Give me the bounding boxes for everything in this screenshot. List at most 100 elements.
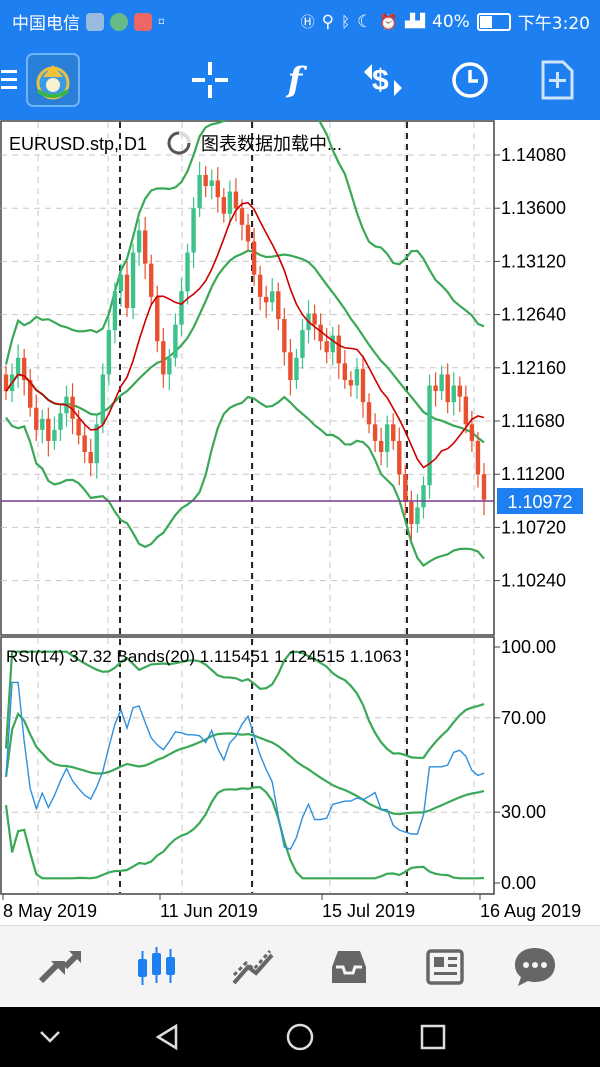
rsi-series [5, 681, 485, 851]
hd-icon: Ⓗ [300, 14, 315, 31]
candle-body [475, 440, 481, 475]
down-icon[interactable] [10, 1007, 90, 1067]
price-tick-label: 1.11680 [501, 411, 565, 431]
candle-body [15, 357, 21, 375]
candle-body [100, 374, 106, 425]
price-tick-label: 1.14080 [501, 145, 566, 165]
candle-body [330, 335, 335, 353]
candle-body [106, 330, 112, 375]
price-chart-svg[interactable]: 1.10972 1.14080 1.13600 1.13120 1.12640 1.12… [0, 103, 600, 925]
candle-body [312, 313, 317, 325]
candle-body [185, 252, 190, 292]
candle-body [282, 319, 287, 353]
candle-body [257, 274, 263, 297]
candle-body [276, 291, 281, 320]
app-notification-icon [86, 12, 104, 31]
candle-body [58, 413, 63, 430]
rsi-tick-label: 70.00 [501, 708, 546, 728]
candle-body [82, 435, 87, 453]
candle-body [76, 418, 81, 436]
bluetooth-icon: ᛒ [341, 12, 351, 31]
candle-body [294, 357, 299, 380]
candle-body [179, 291, 184, 325]
candle-body [372, 424, 378, 441]
svg-text:$: $ [372, 64, 389, 97]
candle-body [130, 252, 136, 308]
app-logo[interactable] [26, 40, 80, 120]
news-icon[interactable] [405, 926, 485, 1008]
moving-average [5, 201, 485, 469]
candle-body [245, 224, 251, 242]
candle-body [251, 241, 257, 275]
chart-icon[interactable] [117, 926, 197, 1008]
candle-body [28, 379, 33, 408]
bottom-navigation [0, 925, 600, 1008]
new-order-icon[interactable] [527, 40, 587, 120]
candle-body [324, 341, 329, 353]
clock-icon[interactable] [440, 40, 500, 120]
candle-body [378, 440, 384, 453]
candle-body [167, 357, 172, 375]
candle-body [136, 230, 142, 253]
app-notification-icon-2 [110, 12, 128, 31]
price-tick-label: 1.13600 [501, 198, 566, 218]
candle-body [457, 385, 462, 397]
recents-icon[interactable] [393, 1007, 473, 1067]
menu-icon[interactable] [0, 40, 20, 120]
status-left: 中国电信 ▫ [12, 9, 165, 34]
candle-body [415, 507, 420, 525]
candle-body [263, 296, 269, 303]
carrier-label: 中国电信 [12, 14, 80, 34]
candle-body [451, 385, 456, 403]
rsi-tick-label: 0.00 [501, 873, 536, 893]
rsi-upper-band [4, 650, 485, 759]
candle-body [463, 396, 469, 425]
top-toolbar: f $ [0, 40, 600, 120]
date-axis: 8 May 2019 11 Jun 2019 15 Jul 2019 16 Aug 2… [2, 894, 581, 921]
candle-body [21, 357, 27, 380]
chart-area[interactable]: 1.10972 1.14080 1.13600 1.13120 1.12640 1.12… [0, 103, 600, 925]
date-label: 16 Aug 2019 [480, 901, 581, 921]
candle-body [445, 374, 450, 403]
moon-icon: ☾ [357, 11, 373, 32]
current-price-badge [497, 488, 583, 514]
date-label: 11 Jun 2019 [160, 901, 258, 921]
candlesticks [3, 161, 487, 540]
rsi-tick-label: 30.00 [501, 802, 546, 822]
trade-icon[interactable] [213, 926, 293, 1008]
sim-icon: ▫ [158, 16, 165, 27]
status-right: Ⓗ ⚲ ᛒ ☾ ⏰ ▟▟ 40% 下午3:20 [300, 9, 590, 35]
chat-icon[interactable] [495, 926, 575, 1008]
date-label: 8 May 2019 [3, 901, 97, 921]
indicator-f-icon[interactable]: f [287, 60, 303, 100]
back-icon[interactable] [127, 1007, 207, 1067]
candle-body [46, 418, 51, 441]
candle-body [360, 368, 366, 403]
candle-body [112, 291, 118, 331]
crosshair-icon[interactable] [180, 40, 240, 120]
price-tick-label: 1.12640 [501, 305, 566, 325]
candle-body [421, 485, 426, 508]
candle-body [191, 208, 196, 253]
candle-body [391, 424, 396, 441]
candle-body [354, 368, 360, 386]
rsi-bands [4, 650, 485, 880]
battery-percent: 40% [432, 11, 470, 32]
main-grid [1, 122, 494, 634]
loading-spinner-arc [178, 131, 191, 144]
rsi-tick-label: 100.00 [501, 637, 556, 657]
home-icon[interactable] [260, 1007, 340, 1067]
app-notification-icon-3 [134, 12, 152, 31]
candle-body [94, 424, 99, 464]
trade-dollar-icon[interactable]: $ [350, 40, 416, 120]
symbol-label: EURUSD.stp, D1 [9, 134, 147, 154]
signal-icon: ▟▟ [405, 14, 426, 29]
history-icon[interactable] [309, 926, 389, 1008]
candle-body [197, 174, 202, 209]
quotes-icon[interactable] [20, 926, 100, 1008]
candle-body [233, 191, 239, 209]
candle-body [409, 501, 414, 525]
candle-body [239, 208, 245, 225]
price-tick-label: 1.11200 [501, 464, 565, 484]
candle-body [3, 374, 9, 392]
